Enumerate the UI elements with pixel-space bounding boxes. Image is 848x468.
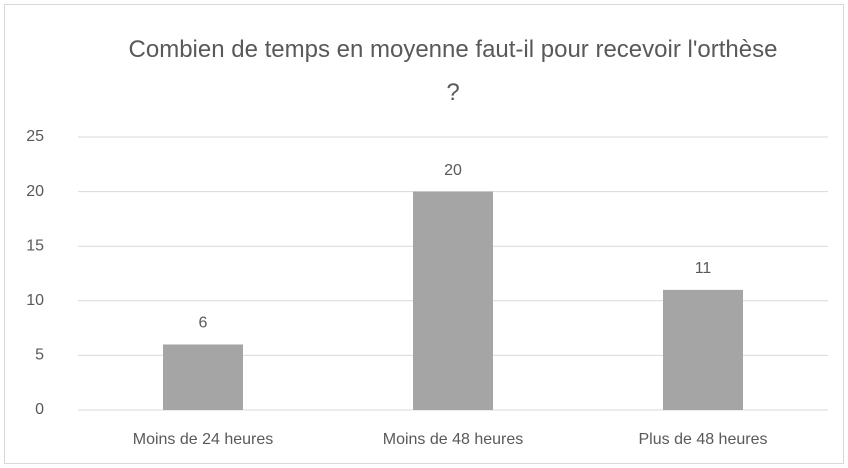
chart-title: Combien de temps en moyenne faut-il pour… [128, 36, 778, 106]
y-tick-label: 0 [35, 401, 44, 418]
data-label: 6 [199, 315, 208, 332]
x-tick-label: Plus de 48 heures [639, 431, 768, 448]
x-tick-label: Moins de 24 heures [133, 431, 274, 448]
data-label: 11 [695, 260, 712, 277]
x-tick-label: Moins de 48 heures [383, 431, 524, 448]
y-tick-label: 25 [26, 128, 44, 145]
y-tick-label: 10 [26, 292, 44, 309]
bar [663, 289, 743, 410]
data-label: 20 [444, 162, 462, 179]
y-tick-label: 15 [26, 237, 44, 254]
bar [163, 344, 243, 410]
bar [413, 191, 493, 410]
y-tick-label: 20 [26, 183, 44, 200]
y-tick-label: 5 [35, 347, 44, 364]
